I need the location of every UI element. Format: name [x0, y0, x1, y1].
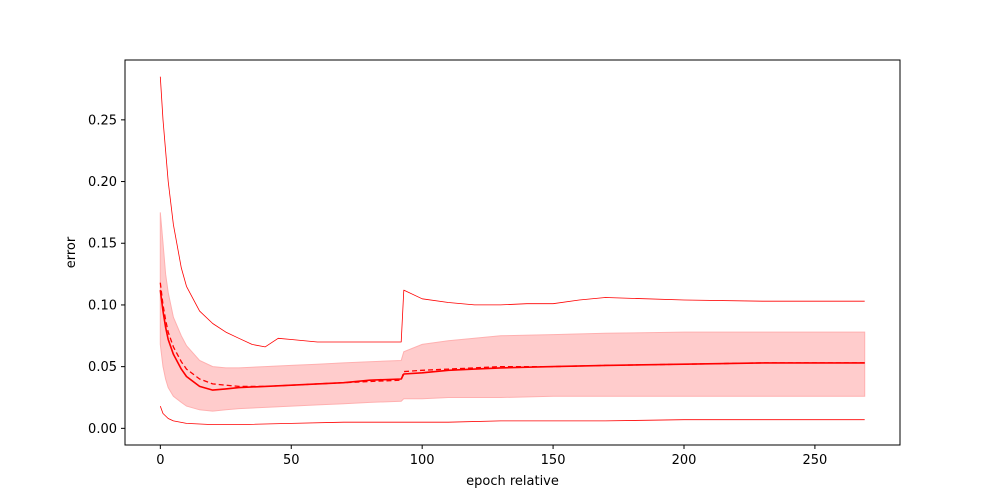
x-tick-label: 200 [672, 453, 697, 468]
confidence-band [159, 212, 866, 412]
x-tick-label: 100 [410, 453, 435, 468]
confidence-band-layer [159, 212, 866, 412]
x-tick-label: 50 [283, 453, 300, 468]
y-tick-label: 0.00 [88, 422, 117, 437]
x-tick-label: 150 [541, 453, 566, 468]
y-tick-label: 0.25 [88, 113, 117, 128]
x-tick-label: 250 [802, 453, 827, 468]
y-tick-label: 0.05 [88, 360, 117, 375]
x-tick-label: 0 [156, 453, 164, 468]
plot-area-frame [124, 59, 901, 446]
y-axis-label: error [64, 236, 79, 268]
series-line-3 [159, 76, 865, 348]
series-layer [159, 76, 865, 425]
y-tick-label: 0.10 [88, 298, 117, 313]
y-axis-ticks: 0.00 0.05 0.10 0.15 0.20 0.25 [88, 113, 125, 437]
x-axis-ticks: 0 50 100 150 200 250 [156, 445, 827, 468]
x-axis-label: epoch relative [466, 474, 559, 489]
series-line-2 [159, 282, 865, 388]
series-line-4 [159, 405, 865, 425]
y-tick-label: 0.15 [88, 237, 117, 252]
y-tick-label: 0.20 [88, 175, 117, 190]
